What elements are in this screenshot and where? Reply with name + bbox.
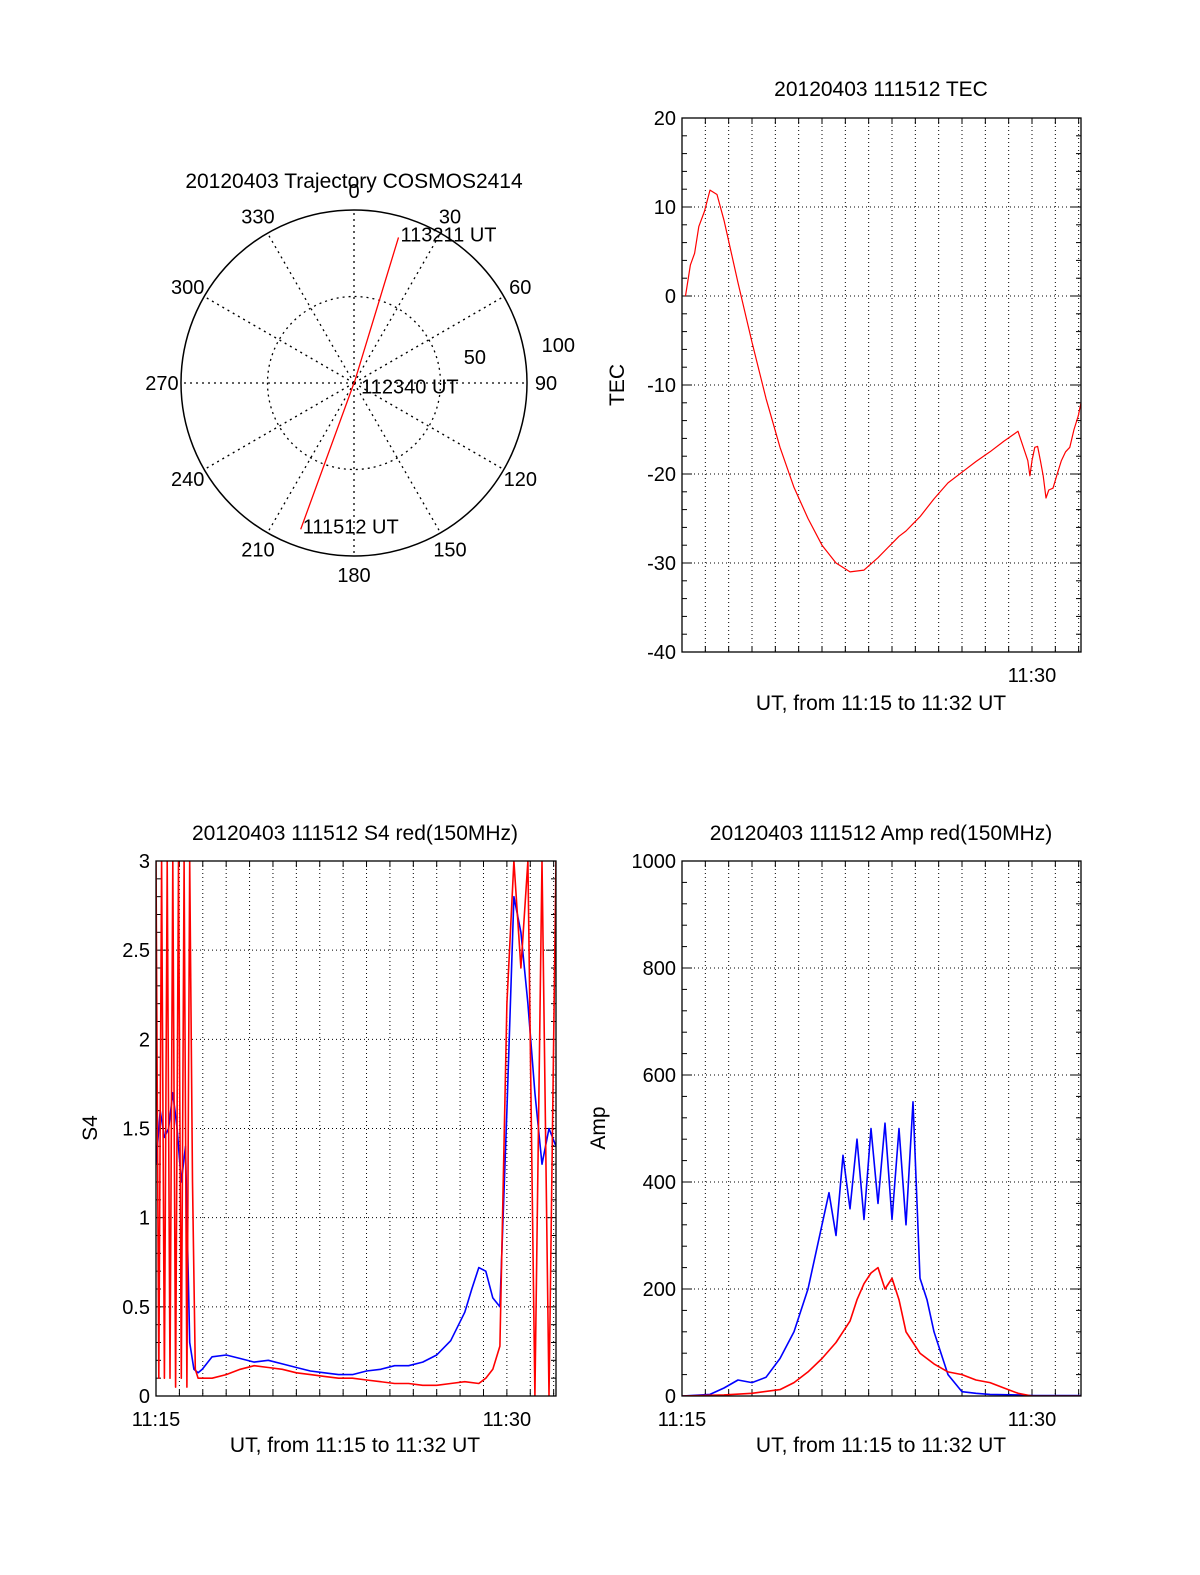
s4-series-0-line: [156, 895, 556, 1376]
amp-xtick-label: 11:15: [658, 1409, 707, 1431]
tec-frame: [681, 117, 1082, 653]
polar-track-line: [300, 237, 400, 530]
tec-title: 20120403 111512 TEC: [774, 78, 988, 101]
amp-ytick-label: 0: [665, 1386, 676, 1408]
polar-radius-label: 50: [464, 347, 486, 369]
tec-series-group: [684, 189, 1081, 573]
polar-radius-labels: 50 100: [464, 335, 575, 369]
s4-title: 20120403 111512 S4 red(150MHz): [192, 822, 518, 845]
trajectory-title: 20120403 Trajectory COSMOS2414: [185, 170, 523, 193]
amp-xlabel: UT, from 11:15 to 11:32 UT: [756, 1434, 1006, 1457]
polar-mid-circle: [266, 295, 442, 471]
polar-angle-labels: 0 30 60 90 120 150 180 210 240 270 300 330: [145, 181, 557, 587]
amp-ylabel: Amp: [587, 1106, 610, 1149]
polar-angle-label: 150: [433, 539, 466, 561]
amp-xtick-label: 11:30: [1008, 1409, 1057, 1431]
amp-plot-area: 1000 800 600 400 200 011:15 11:30: [632, 851, 1082, 1431]
tec-ylabel: TEC: [606, 364, 629, 406]
s4-xtick-label: 11:30: [483, 1409, 532, 1431]
amp-ytick-label: 200: [643, 1279, 676, 1301]
polar-track-label: 111512 UT: [303, 516, 399, 538]
polar-spoke: [203, 382, 355, 471]
tec-xlabel: UT, from 11:15 to 11:32 UT: [756, 692, 1006, 715]
tec-ytick-label: 10: [654, 197, 676, 219]
polar-spoke: [266, 382, 355, 534]
polar-spoke: [353, 382, 442, 534]
s4-ytick-label: 0.5: [122, 1297, 150, 1319]
amp-frame: [681, 860, 1082, 1397]
polar-spoke: [353, 382, 505, 471]
polar-spoke: [353, 295, 505, 384]
amp-series-1-line: [682, 1266, 1081, 1396]
polar-angle-label: 270: [145, 373, 178, 395]
polar-angle-label: 180: [337, 565, 370, 587]
amp-panel: 20120403 111512 Amp red(150MHz) 1000 800 6…: [587, 822, 1082, 1457]
tec-xtick-label: 11:30: [1008, 665, 1057, 687]
polar-radius-label: 100: [542, 335, 575, 357]
tec-series-0-line: [684, 189, 1081, 573]
polar-grid: [180, 209, 528, 557]
s4-plot-area: 3 2.5 2 1.5 1 0.5 011:15 11:30: [122, 851, 557, 1431]
s4-panel: 20120403 111512 S4 red(150MHz) 3 2.5 2 1.5 1…: [79, 822, 557, 1457]
s4-ytick-label: 3: [139, 851, 150, 873]
amp-ytick-label: 400: [643, 1172, 676, 1194]
amp-title: 20120403 111512 Amp red(150MHz): [710, 822, 1052, 845]
polar-angle-label: 30: [439, 207, 461, 229]
s4-xlabel: UT, from 11:15 to 11:32 UT: [230, 1434, 480, 1457]
tec-ytick-label: -20: [647, 464, 676, 486]
polar-track-label: 112340 UT: [361, 377, 458, 399]
s4-ytick-label: 0: [139, 1386, 150, 1408]
tec-ytick-label: -10: [647, 375, 676, 397]
amp-series-group: [682, 1101, 1081, 1396]
s4-frame: [155, 860, 557, 1397]
s4-xtick-label: 11:15: [132, 1409, 181, 1431]
polar-angle-label: 120: [504, 469, 537, 491]
tec-panel: 20120403 111512 TEC 20 10 0 -10 -20 -30 -40 11:…: [606, 78, 1082, 715]
polar-angle-label: 300: [171, 277, 204, 299]
tec-ytick-label: 20: [654, 108, 676, 130]
polar-spoke: [353, 232, 442, 384]
amp-ytick-label: 600: [643, 1065, 676, 1087]
polar-angle-label: 0: [348, 181, 359, 203]
s4-series-group: [156, 861, 556, 1396]
amp-ytick-label: 800: [643, 958, 676, 980]
s4-ytick-label: 2.5: [122, 940, 150, 962]
s4-series-1-line: [156, 861, 556, 1396]
s4-ytick-label: 1: [139, 1208, 150, 1230]
tec-ytick-label: 0: [665, 286, 676, 308]
s4-ytick-label: 1.5: [122, 1119, 150, 1141]
amp-ytick-label: 1000: [632, 851, 677, 873]
polar-track: 111512 UT 112340 UT 113211 UT: [300, 224, 497, 538]
polar-spoke: [203, 295, 355, 384]
polar-angle-label: 330: [241, 207, 274, 229]
polar-track-label: 113211 UT: [401, 224, 497, 246]
polar-outer-circle: [180, 209, 528, 557]
polar-angle-label: 240: [171, 469, 204, 491]
amp-series-0-line: [682, 1101, 1081, 1396]
trajectory-polar-panel: 20120403 Trajectory COSMOS2414 0 30 60 90 12…: [145, 170, 575, 587]
polar-spoke: [266, 232, 355, 384]
tec-ytick-label: -30: [647, 553, 676, 575]
s4-ytick-label: 2: [139, 1029, 150, 1051]
polar-angle-label: 90: [535, 373, 557, 395]
tec-ytick-label: -40: [647, 642, 676, 664]
polar-angle-label: 210: [241, 539, 274, 561]
s4-ylabel: S4: [79, 1115, 102, 1141]
polar-angle-label: 60: [509, 277, 531, 299]
tec-plot-area: 20 10 0 -10 -20 -30 -40 11:30: [647, 108, 1082, 687]
